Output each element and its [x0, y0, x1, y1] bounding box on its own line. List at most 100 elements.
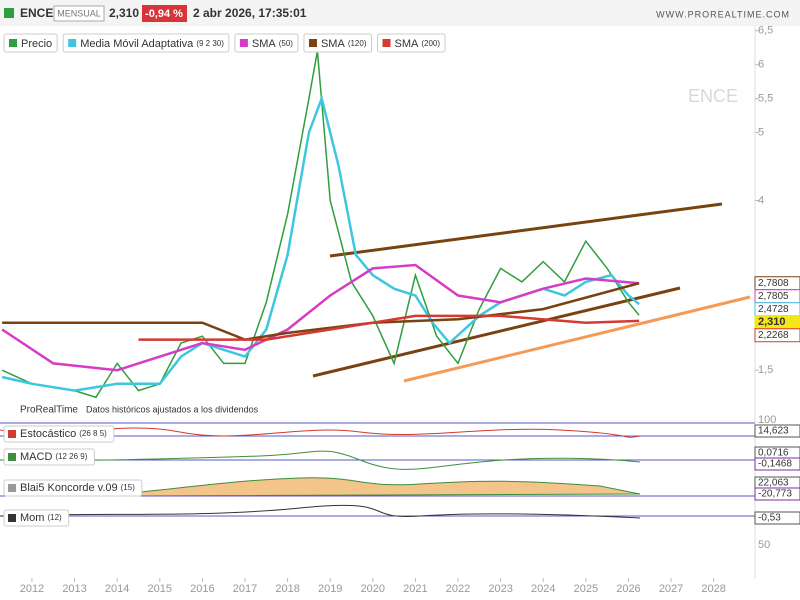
- x-tick-label: 2028: [701, 583, 725, 595]
- y-tick-label: 6,5: [758, 25, 773, 37]
- indicator-swatch: [8, 430, 16, 438]
- change: -0,94 %: [145, 8, 183, 20]
- legend-box: [3, 33, 58, 53]
- symbol: ENCE: [20, 6, 53, 20]
- legend-item[interactable]: Precio: [3, 33, 58, 53]
- indicator-swatch: [8, 514, 16, 522]
- last-value-label: 2,7805: [758, 291, 789, 302]
- indicator-box: [3, 479, 143, 497]
- legend-params: (120): [348, 39, 367, 48]
- x-tick-label: 2020: [361, 583, 385, 595]
- x-tick-label: 2019: [318, 583, 342, 595]
- legend-swatch: [9, 39, 17, 47]
- y-tick-label: 4: [758, 194, 764, 206]
- indicator-swatch: [8, 484, 16, 492]
- indicator-name: Blai5 Koncorde v.09: [20, 482, 118, 494]
- indicator-value: -20,773: [758, 489, 792, 500]
- last-value-label: 2,310: [758, 316, 786, 328]
- x-tick-label: 2021: [403, 583, 427, 595]
- legend-swatch: [382, 39, 391, 47]
- indicator-name: Estocástico: [20, 428, 76, 440]
- x-tick-label: 2026: [616, 583, 640, 595]
- indicator-box: [3, 448, 95, 466]
- last-value-label: 2,4728: [758, 304, 789, 315]
- indicator-label[interactable]: MACD (12 26 9): [3, 448, 95, 466]
- x-tick-label: 2015: [148, 583, 172, 595]
- indicator-tag: [754, 424, 800, 438]
- header-bar: [0, 0, 800, 26]
- mom-line: [0, 504, 641, 519]
- legend-label: Precio: [21, 38, 52, 50]
- x-tick-label: 2024: [531, 583, 555, 595]
- indicator-tag: [754, 457, 800, 471]
- indicator-params: (12 26 9): [55, 452, 87, 461]
- trend-line: [403, 295, 751, 383]
- stoch-line: [0, 427, 641, 438]
- legend-label: SMA: [252, 38, 277, 50]
- period[interactable]: MENSUAL: [57, 8, 101, 18]
- indicator-value: -0,1468: [758, 459, 792, 470]
- indicator-value: 22,063: [758, 478, 789, 489]
- indicator-name: Mom: [20, 512, 44, 524]
- legend-box: [377, 33, 446, 53]
- indicator-tag: [754, 487, 800, 501]
- legend-swatch: [68, 39, 77, 47]
- x-tick-label: 2025: [574, 583, 598, 595]
- brand: ProRealTime: [20, 405, 78, 416]
- indicator-params: (26 8 5): [79, 429, 107, 438]
- legend-swatch: [239, 39, 248, 47]
- legend-label: SMA: [321, 38, 346, 50]
- legend-item[interactable]: Media Móvil Adaptativa (9 2 30): [62, 33, 230, 53]
- icon: [4, 8, 14, 18]
- legend-label: SMA: [395, 38, 420, 50]
- legend-params: (9 2 30): [196, 39, 224, 48]
- series-line: [1, 50, 640, 399]
- x-tick-label: 2013: [62, 583, 86, 595]
- note: Datos históricos ajustados a los dividen…: [86, 404, 259, 414]
- legend-swatch: [308, 39, 317, 47]
- indicator-value: -0,53: [758, 513, 781, 524]
- x-tick-label: 2022: [446, 583, 470, 595]
- x-tick-label: 2023: [488, 583, 512, 595]
- indicator-label[interactable]: Mom (12): [3, 509, 70, 527]
- legend-params: (50): [279, 39, 294, 48]
- x-tick-label: 2018: [275, 583, 299, 595]
- datetime: 2 abr 2026, 17:35:01: [193, 6, 307, 20]
- x-tick-label: 2027: [659, 583, 683, 595]
- change-box: [142, 5, 187, 22]
- last-value-tag: [754, 328, 800, 343]
- indicator-params: (15): [121, 483, 136, 492]
- indicator-params: (12): [47, 513, 62, 522]
- legend-box: [303, 33, 372, 53]
- legend-item[interactable]: SMA (50): [234, 33, 299, 53]
- sub-axis-label: 50: [758, 539, 770, 551]
- x-tick-label: 2016: [190, 583, 214, 595]
- series-line: [2, 281, 640, 341]
- indicator-swatch: [8, 453, 16, 461]
- site[interactable]: WWW.PROREALTIME.COM: [656, 9, 790, 19]
- indicator-label[interactable]: Estocástico (26 8 5): [3, 425, 115, 443]
- x-tick-label: 2017: [233, 583, 257, 595]
- y-tick-label: 1,5: [758, 364, 773, 376]
- indicator-box: [3, 509, 70, 527]
- period-box: [53, 5, 105, 22]
- trend-line: [329, 202, 723, 258]
- indicator-label[interactable]: Blai5 Koncorde v.09 (15): [3, 479, 143, 497]
- watermark: ENCE: [688, 86, 738, 106]
- legend-item[interactable]: SMA (120): [303, 33, 372, 53]
- series-line: [138, 314, 640, 341]
- sub-axis-label: 100: [758, 414, 776, 426]
- y-tick-label: 5,5: [758, 93, 773, 105]
- series-line: [1, 94, 640, 392]
- x-tick-label: 2014: [105, 583, 129, 595]
- y-tick-label: 6: [758, 59, 764, 71]
- last-value-label: 2,2268: [758, 330, 789, 341]
- price: 2,310: [109, 6, 139, 20]
- indicator-value: 0,0716: [758, 448, 789, 459]
- legend-box: [234, 33, 299, 53]
- indicator-box: [3, 425, 115, 443]
- macd-line: [0, 450, 641, 470]
- indicator-tag: [754, 511, 800, 525]
- legend-item[interactable]: SMA (200): [377, 33, 446, 53]
